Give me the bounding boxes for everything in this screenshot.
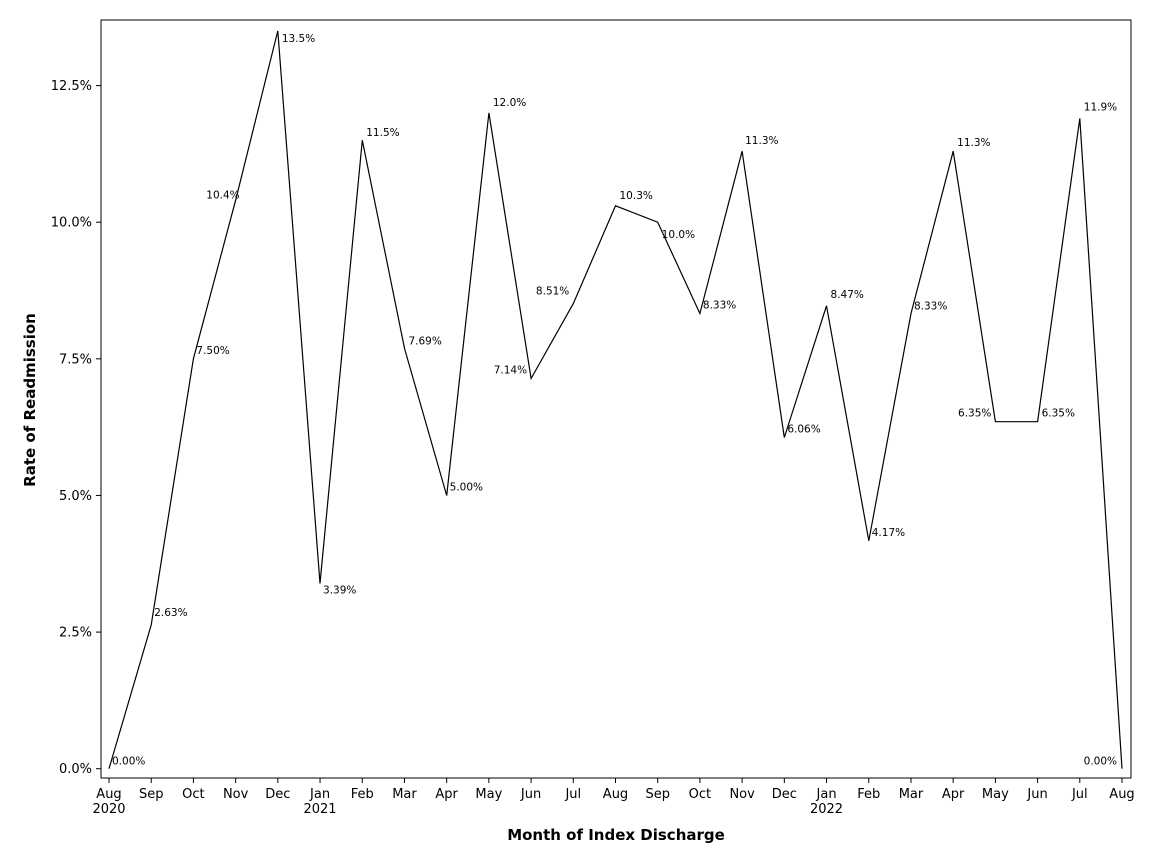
y-tick-label: 10.0%: [51, 216, 92, 231]
x-tick-label: Jun: [520, 787, 541, 802]
data-label: 7.50%: [196, 345, 229, 357]
data-label: 11.5%: [366, 127, 399, 139]
x-tick-label: Jan: [816, 787, 837, 802]
y-tick-label: 7.5%: [59, 352, 92, 367]
data-labels: 0.00% 2.63% 7.50% 10.4% 13.5% 3.39% 11.5% 7.69%…: [112, 33, 1117, 768]
data-label: 8.47%: [831, 289, 864, 301]
x-tick-label: Apr: [435, 787, 458, 802]
x-year-label: 2020: [92, 802, 125, 817]
data-label: 11.3%: [745, 135, 778, 147]
y-tick-label: 12.5%: [51, 79, 92, 94]
data-label: 8.33%: [914, 300, 947, 312]
data-label: 8.51%: [536, 286, 569, 298]
x-tick-label: May: [475, 787, 502, 802]
data-label: 6.35%: [958, 408, 991, 420]
x-tick-label: Nov: [223, 787, 249, 802]
x-tick-label: Jun: [1026, 787, 1047, 802]
x-tick-label: Sep: [139, 787, 164, 802]
y-axis-title: Rate of Readmission: [21, 313, 39, 487]
data-label: 5.00%: [450, 481, 483, 493]
data-label: 8.33%: [703, 299, 736, 311]
data-label: 11.3%: [957, 137, 990, 149]
plot-frame: [100, 19, 1132, 779]
data-label: 2.63%: [154, 607, 187, 619]
x-tick-label: Mar: [392, 787, 417, 802]
x-tick-label: Feb: [351, 787, 374, 802]
y-tick-label: 2.5%: [59, 626, 92, 641]
series-line: [108, 30, 1123, 769]
data-label: 7.14%: [494, 365, 527, 377]
x-tick-label: Apr: [942, 787, 965, 802]
data-label: 0.00%: [112, 756, 145, 768]
x-tick-label: Aug: [1109, 787, 1134, 802]
data-label: 10.0%: [662, 229, 695, 241]
x-tick-label: Aug: [603, 787, 628, 802]
x-tick-label: Jul: [1071, 787, 1088, 802]
x-tick-label: May: [982, 787, 1009, 802]
x-tick-label: Dec: [772, 787, 797, 802]
x-tick-label: Sep: [645, 787, 670, 802]
x-year-label: 2021: [303, 802, 336, 817]
data-label: 13.5%: [282, 33, 315, 45]
data-label: 6.06%: [787, 424, 820, 436]
x-tick-label: Oct: [182, 787, 204, 802]
x-tick-label: Aug: [96, 787, 121, 802]
x-year-label: 2022: [810, 802, 843, 817]
y-tick-label: 5.0%: [59, 489, 92, 504]
x-tick-label: Jul: [564, 787, 581, 802]
data-label: 10.4%: [206, 189, 239, 201]
y-axis: 0.0% 2.5% 5.0% 7.5% 10.0% 12.5%: [51, 79, 101, 777]
x-tick-label: Feb: [857, 787, 880, 802]
data-label: 4.17%: [872, 527, 905, 539]
data-label: 12.0%: [493, 97, 526, 109]
data-label: 7.69%: [408, 335, 441, 347]
x-tick-label: Jan: [309, 787, 330, 802]
data-label: 3.39%: [323, 584, 356, 596]
x-tick-label: Oct: [689, 787, 711, 802]
x-axis-title: Month of Index Discharge: [507, 826, 725, 844]
y-tick-label: 0.0%: [59, 762, 92, 777]
data-label: 10.3%: [620, 190, 653, 202]
x-tick-label: Dec: [265, 787, 290, 802]
x-tick-label: Mar: [899, 787, 924, 802]
data-label: 0.00%: [1084, 756, 1117, 768]
x-tick-label: Nov: [729, 787, 755, 802]
data-label: 11.9%: [1084, 101, 1117, 113]
data-label: 6.35%: [1042, 408, 1075, 420]
